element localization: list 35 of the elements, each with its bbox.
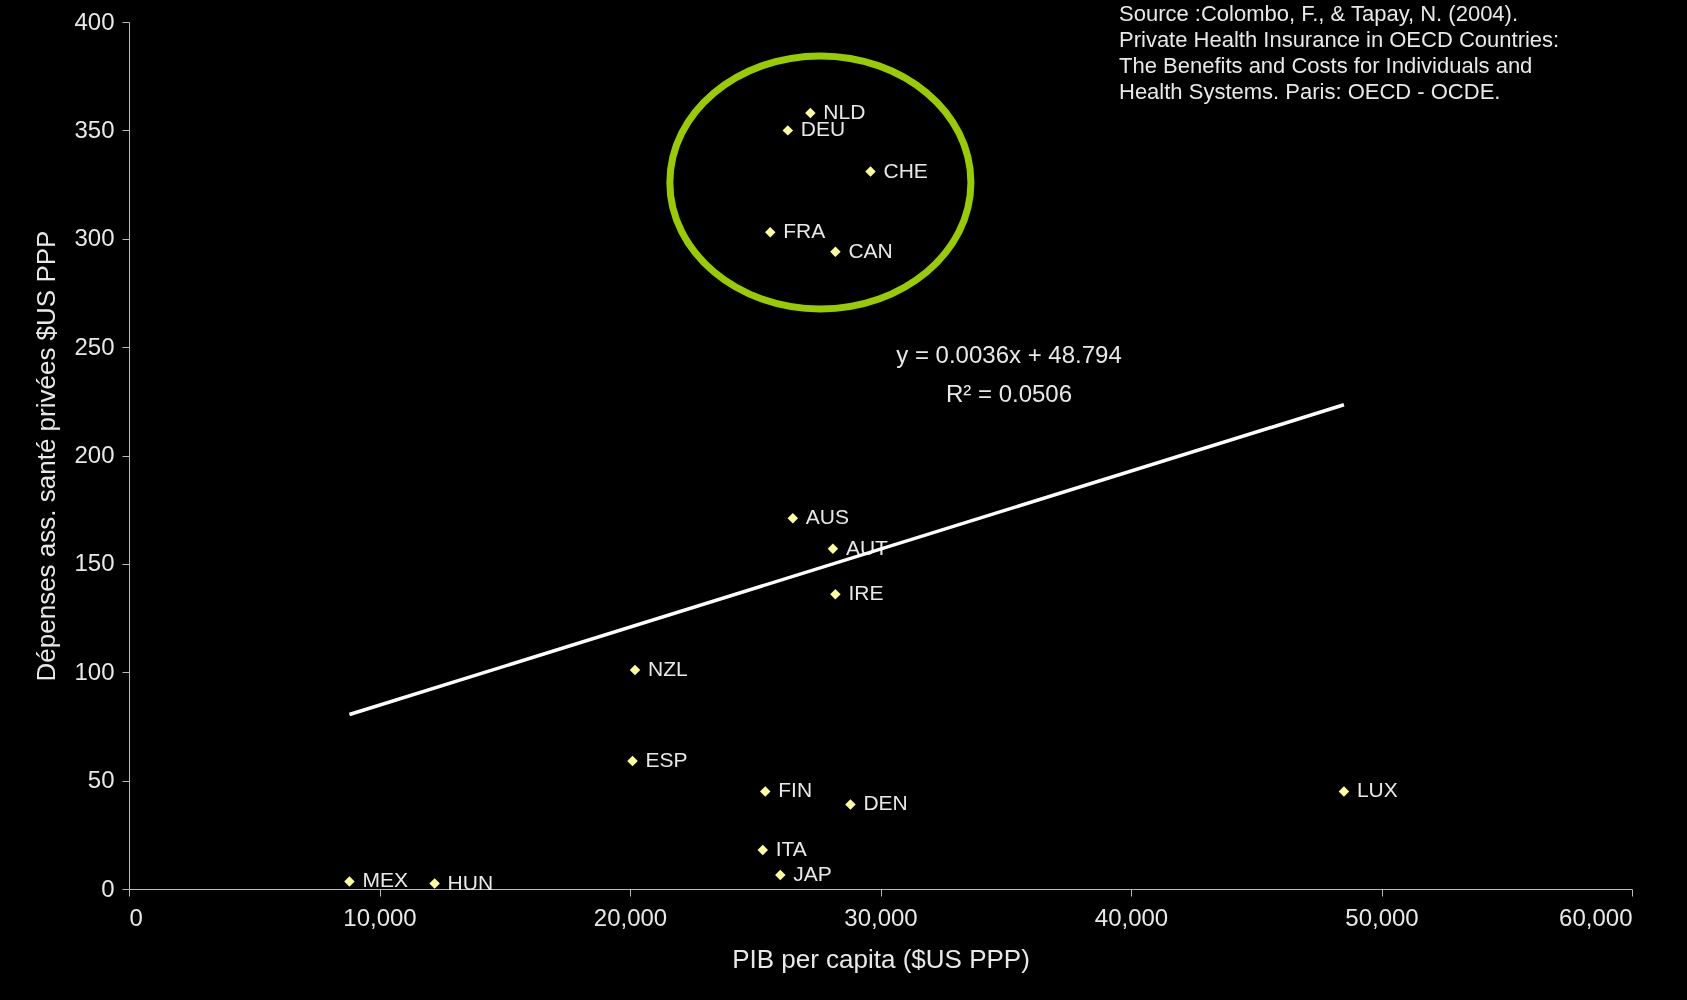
series-label: FRA: [783, 219, 826, 243]
y-tick-label: 0: [101, 874, 115, 902]
y-tick-label: 200: [74, 441, 115, 468]
y-tick-label: 50: [87, 766, 115, 794]
series-label: HUN: [447, 870, 494, 894]
y-tick-label: 150: [74, 549, 115, 577]
series-label: JAP: [793, 861, 832, 885]
series-label: DEN: [863, 791, 908, 815]
series-label: ESP: [645, 748, 688, 772]
series-label: NZL: [648, 657, 688, 681]
series-label: IRE: [848, 581, 884, 605]
annotation: Source :Colombo, F., & Tapay, N. (2004). Private Health Insurance in OECD Countries: The Benefits and Costs for Individuals and Health Systems. Paris: OECD - OCDE.: [1119, 1, 1560, 104]
series-label: FIN: [778, 778, 813, 802]
y-tick-label: 100: [74, 657, 115, 685]
x-tick-label: 60,000: [1559, 903, 1633, 931]
y-tick-label: 250: [74, 332, 115, 360]
annotation: y = 0.0036x + 48.794: [896, 341, 1122, 368]
series-label: CHE: [883, 158, 928, 182]
x-tick-label: 50,000: [1345, 903, 1419, 931]
x-tick-label: 20,000: [593, 903, 668, 931]
annotation: R² = 0.0506: [945, 380, 1073, 407]
y-tick-label: 350: [74, 115, 115, 143]
y-tick-label: 300: [74, 224, 115, 252]
x-tick-label: 40,000: [1094, 903, 1169, 931]
y-tick-label: 400: [74, 7, 115, 35]
x-tick-label: 0: [129, 903, 143, 931]
x-axis-title: PIB per capita ($US PPP): [732, 943, 1030, 974]
series-label: CAN: [848, 238, 893, 262]
series-label: ITA: [775, 836, 807, 860]
x-tick-label: 10,000: [343, 903, 417, 931]
y-axis-title: Dépenses ass. santé privées $US PPP: [31, 230, 62, 682]
series-label: MEX: [362, 868, 408, 892]
series-label: LUX: [1356, 778, 1398, 802]
series-label: AUS: [805, 505, 850, 529]
x-tick-label: 30,000: [844, 903, 918, 931]
